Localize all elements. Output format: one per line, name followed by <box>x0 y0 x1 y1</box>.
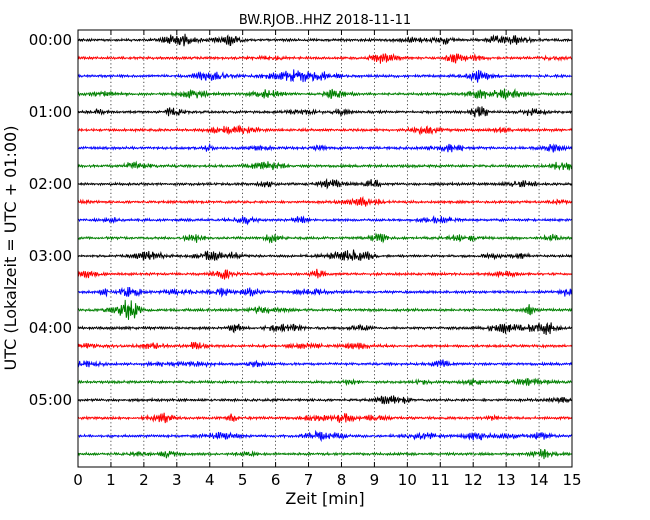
x-tick-label-15: 15 <box>562 471 581 489</box>
trace-4 <box>77 106 573 118</box>
trace-16 <box>77 322 573 335</box>
trace-3 <box>77 88 573 100</box>
y-tick-label-2: 02:00 <box>29 175 72 193</box>
trace-19 <box>77 377 573 387</box>
x-tick-label-6: 6 <box>271 471 281 489</box>
x-tick-label-4: 4 <box>205 471 215 489</box>
y-tick-label-4: 04:00 <box>29 319 72 337</box>
chart-title: BW.RJOB..HHZ 2018-11-11 <box>239 13 411 28</box>
x-tick-label-12: 12 <box>464 471 483 489</box>
y-tick-label-1: 01:00 <box>29 103 72 121</box>
x-tick-label-7: 7 <box>304 471 314 489</box>
x-axis-ticks: 0 1 2 3 4 5 6 7 8 9 10 11 12 13 14 15 <box>73 30 582 489</box>
x-tick-label-14: 14 <box>530 471 549 489</box>
trace-20 <box>77 395 573 405</box>
x-tick-label-11: 11 <box>431 471 450 489</box>
trace-14 <box>77 286 573 298</box>
x-tick-label-9: 9 <box>370 471 380 489</box>
plot-frame <box>77 29 573 468</box>
x-tick-label-2: 2 <box>139 471 149 489</box>
trace-8 <box>77 177 573 190</box>
trace-7 <box>77 160 573 171</box>
y-tick-label-3: 03:00 <box>29 247 72 265</box>
trace-9 <box>77 195 573 207</box>
x-tick-label-5: 5 <box>238 471 248 489</box>
y-tick-label-0: 00:00 <box>29 31 72 49</box>
minute-gridlines <box>110 30 540 467</box>
y-axis-ticks: 00:00 01:00 02:00 03:00 04:00 05:00 <box>29 31 572 409</box>
x-axis-label: Zeit [min] <box>285 489 364 508</box>
trace-17 <box>77 341 573 351</box>
trace-0 <box>77 33 573 47</box>
trace-13 <box>77 268 573 280</box>
trace-21 <box>77 412 573 424</box>
x-tick-label-13: 13 <box>497 471 516 489</box>
y-tick-label-5: 05:00 <box>29 391 72 409</box>
x-tick-label-0: 0 <box>73 471 83 489</box>
x-tick-label-10: 10 <box>398 471 417 489</box>
trace-23 <box>77 449 573 460</box>
seismogram-traces <box>77 33 573 460</box>
trace-15 <box>77 299 573 320</box>
trace-2 <box>77 69 573 83</box>
x-tick-label-8: 8 <box>337 471 347 489</box>
x-tick-label-1: 1 <box>106 471 116 489</box>
trace-6 <box>77 142 573 153</box>
x-tick-label-3: 3 <box>172 471 182 489</box>
trace-12 <box>77 249 573 262</box>
trace-1 <box>77 52 573 64</box>
trace-11 <box>77 232 573 244</box>
trace-5 <box>77 124 573 136</box>
trace-22 <box>77 429 573 443</box>
trace-18 <box>77 359 573 369</box>
y-axis-label: UTC (Lokalzeit = UTC + 01:00) <box>1 126 20 371</box>
trace-10 <box>77 214 573 226</box>
